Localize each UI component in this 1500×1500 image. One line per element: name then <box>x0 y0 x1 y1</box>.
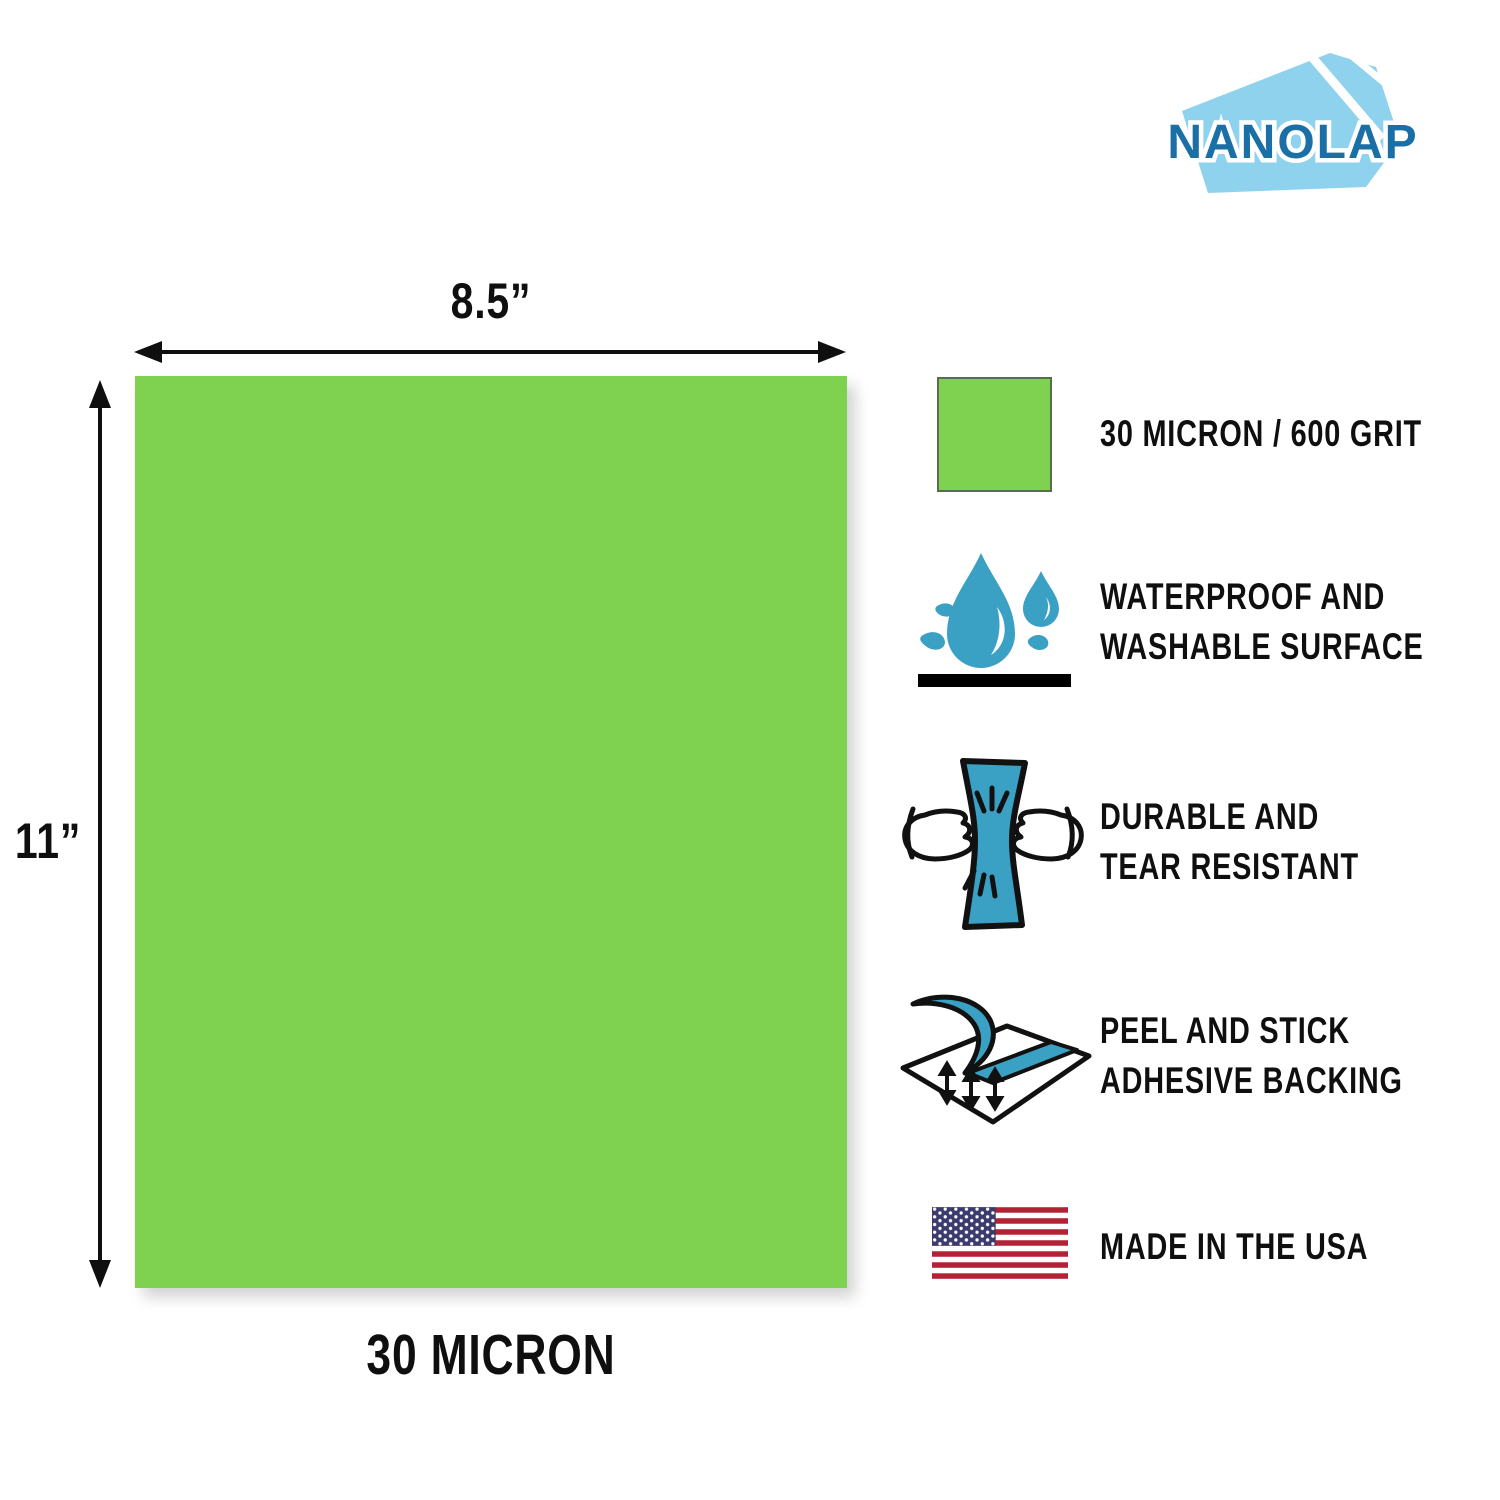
height-dimension-label: 11” <box>14 813 82 869</box>
feature-grit: 30 MICRON / 600 GRIT <box>1100 409 1422 459</box>
usa-flag-icon <box>932 1207 1068 1279</box>
logo-sheet-shape <box>1182 53 1400 193</box>
feature-waterproof: WATERPROOF AND WASHABLE SURFACE <box>1100 572 1424 672</box>
feature-grit-line: 30 MICRON / 600 GRIT <box>1100 413 1422 454</box>
feature-made-in-usa: MADE IN THE USA <box>1100 1222 1368 1272</box>
width-dimension-arrow <box>134 341 846 363</box>
width-dimension-label: 8.5” <box>450 273 532 329</box>
nanolap-logo-icon: NANOLAP <box>1163 48 1421 193</box>
feature-made-in-usa-line: MADE IN THE USA <box>1100 1226 1369 1267</box>
sheet-caption: 30 MICRON <box>366 1323 616 1387</box>
lapping-film-sheet <box>135 376 847 1288</box>
feature-adhesive: PEEL AND STICK ADHESIVE BACKING <box>1100 1006 1403 1106</box>
water-drops-icon <box>918 553 1071 687</box>
brand-logo-text: NANOLAP <box>1167 116 1418 169</box>
grit-swatch-icon <box>937 377 1052 492</box>
feature-waterproof-line: WASHABLE SURFACE <box>1100 626 1424 667</box>
height-dimension-arrow <box>89 380 111 1288</box>
feature-adhesive-line: PEEL AND STICK <box>1100 1010 1350 1051</box>
feature-durable-line: TEAR RESISTANT <box>1100 846 1359 887</box>
feature-waterproof-line: WATERPROOF AND <box>1100 576 1386 617</box>
feature-durable-line: DURABLE AND <box>1100 796 1320 837</box>
feature-adhesive-line: ADHESIVE BACKING <box>1100 1060 1403 1101</box>
tear-resistant-icon <box>902 758 1085 930</box>
peel-and-stick-icon <box>900 994 1092 1125</box>
brand-logo: NANOLAP <box>1158 45 1436 203</box>
feature-durable: DURABLE AND TEAR RESISTANT <box>1100 792 1359 892</box>
logo-sheet-slash <box>1308 54 1386 142</box>
logo-sheet-slash <box>1343 48 1407 102</box>
